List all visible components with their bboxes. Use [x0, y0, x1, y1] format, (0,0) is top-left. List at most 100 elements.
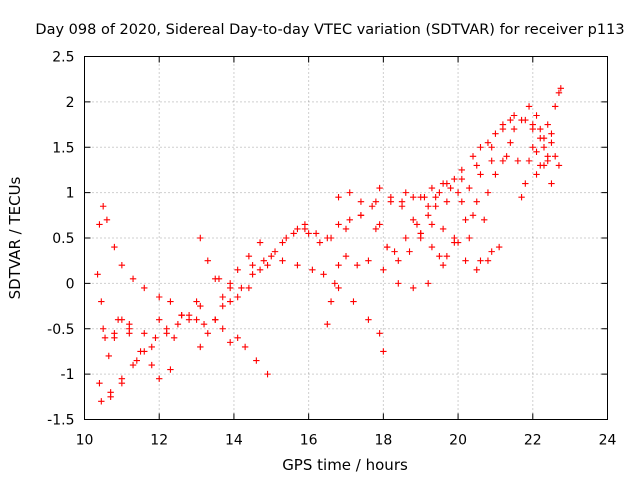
- data-point: [268, 252, 275, 260]
- data-point: [439, 225, 447, 233]
- series-track-10: [215, 153, 522, 292]
- data-point: [357, 198, 365, 205]
- data-point: [499, 157, 507, 165]
- data-point: [514, 157, 522, 165]
- data-point: [557, 85, 565, 92]
- data-point: [331, 280, 338, 287]
- data-point: [197, 234, 204, 242]
- data-point: [256, 239, 264, 246]
- data-point: [548, 180, 555, 187]
- data-point: [458, 175, 466, 183]
- data-point: [544, 121, 551, 128]
- grid: [84, 56, 608, 420]
- series-track-13: [301, 212, 492, 273]
- data-point: [354, 262, 361, 269]
- data-point: [436, 189, 443, 196]
- data-point: [245, 284, 253, 292]
- data-point: [167, 366, 174, 373]
- data-point: [439, 262, 447, 269]
- data-point: [544, 157, 551, 165]
- data-point: [234, 334, 241, 342]
- data-point: [133, 357, 140, 364]
- data-point: [376, 184, 383, 192]
- data-point: [507, 116, 514, 124]
- series-track-17: [417, 116, 514, 237]
- data-point: [458, 166, 466, 174]
- data-point: [454, 189, 462, 196]
- series-track-20: [529, 85, 565, 151]
- data-points: [94, 85, 565, 405]
- data-point: [518, 193, 525, 201]
- x-tick-labels: 10 12 14 16 18 20 22 24: [76, 433, 617, 449]
- data-point: [473, 162, 480, 169]
- data-point: [98, 398, 105, 405]
- data-point: [335, 193, 342, 201]
- data-point: [522, 180, 529, 187]
- data-point: [447, 184, 454, 192]
- data-point: [522, 116, 529, 124]
- x-tick-label: 22: [524, 433, 542, 449]
- data-point: [193, 298, 200, 305]
- data-point: [256, 266, 264, 273]
- data-point: [484, 257, 492, 264]
- series-track-6: [96, 302, 204, 401]
- data-point: [98, 298, 105, 305]
- data-point: [488, 157, 495, 165]
- y-tick-label: 0.5: [52, 231, 74, 247]
- series-track-19: [522, 103, 563, 169]
- data-point: [428, 221, 436, 228]
- data-point: [178, 311, 185, 319]
- data-point: [185, 311, 193, 319]
- data-point: [290, 230, 297, 237]
- data-point: [264, 370, 271, 378]
- y-tick-label: -1: [61, 367, 75, 383]
- data-point: [417, 230, 424, 237]
- data-point: [309, 266, 316, 273]
- data-point: [253, 357, 260, 364]
- y-axis-label: SDTVAR / TECUs: [6, 176, 24, 299]
- data-point: [324, 321, 331, 328]
- data-point: [477, 171, 484, 178]
- data-point: [492, 171, 499, 178]
- data-point: [424, 203, 432, 210]
- data-point: [477, 144, 484, 151]
- x-tick-label: 20: [449, 433, 467, 449]
- data-point: [249, 271, 256, 278]
- data-point: [294, 262, 301, 269]
- data-point: [421, 193, 428, 201]
- data-point: [552, 153, 559, 160]
- data-point: [540, 144, 548, 151]
- data-point: [111, 243, 118, 251]
- data-point: [548, 130, 555, 137]
- data-point: [424, 212, 432, 219]
- data-point: [141, 348, 148, 355]
- data-point: [443, 198, 451, 205]
- series-track-4: [96, 203, 200, 323]
- data-point: [458, 198, 466, 205]
- data-point: [264, 262, 271, 269]
- data-point: [320, 271, 327, 278]
- data-point: [327, 298, 335, 305]
- data-point: [342, 252, 350, 260]
- data-point: [451, 175, 458, 183]
- y-tick-label: 2.5: [52, 50, 74, 66]
- data-point: [212, 316, 219, 323]
- data-point: [219, 325, 226, 332]
- data-point: [234, 293, 241, 301]
- series-track-7: [197, 234, 264, 301]
- data-point: [395, 280, 402, 287]
- data-point: [510, 112, 518, 119]
- data-point: [466, 184, 473, 192]
- data-point: [548, 139, 555, 146]
- data-point: [101, 334, 109, 342]
- series-track-15: [376, 125, 518, 260]
- series-track-11: [249, 257, 387, 355]
- data-point: [346, 216, 353, 224]
- x-tick-label: 14: [225, 433, 243, 449]
- data-point: [279, 257, 286, 264]
- series-track-14: [335, 184, 488, 255]
- data-point: [96, 221, 103, 228]
- data-point: [129, 275, 137, 283]
- data-point: [499, 125, 507, 133]
- data-point: [238, 284, 245, 292]
